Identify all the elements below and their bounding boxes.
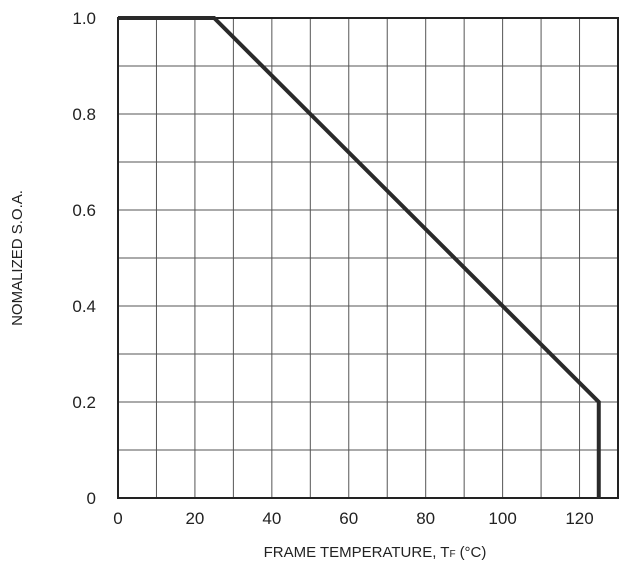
series-line-0 bbox=[118, 16, 601, 498]
x-tick-label: 120 bbox=[565, 509, 593, 528]
x-axis-label-unit: (°C) bbox=[460, 544, 487, 561]
x-tick-label: 80 bbox=[416, 509, 435, 528]
grid-lines bbox=[118, 18, 618, 498]
x-tick-label: 0 bbox=[113, 509, 122, 528]
plot-frame bbox=[117, 17, 619, 499]
y-tick-labels: 0 0.2 0.4 0.6 0.8 1.0 bbox=[72, 9, 96, 508]
y-tick-label: 0.6 bbox=[72, 201, 96, 220]
y-tick-label: 0.4 bbox=[72, 297, 96, 316]
x-tick-label: 20 bbox=[185, 509, 204, 528]
y-axis-label: NOMALIZED S.O.A. bbox=[9, 190, 26, 326]
x-tick-label: 40 bbox=[262, 509, 281, 528]
x-tick-label: 100 bbox=[488, 509, 516, 528]
x-axis-label: FRAME TEMPERATURE, TF (°C) bbox=[264, 544, 487, 561]
x-tick-labels: 0 20 40 60 80 100 120 bbox=[113, 509, 593, 528]
x-tick-label: 60 bbox=[339, 509, 358, 528]
series-group bbox=[118, 16, 601, 498]
y-tick-label: 0.2 bbox=[72, 393, 96, 412]
y-tick-label: 1.0 bbox=[72, 9, 96, 28]
y-tick-label: 0 bbox=[87, 489, 96, 508]
x-axis-label-subscript: F bbox=[449, 549, 455, 560]
y-tick-label: 0.8 bbox=[72, 105, 96, 124]
